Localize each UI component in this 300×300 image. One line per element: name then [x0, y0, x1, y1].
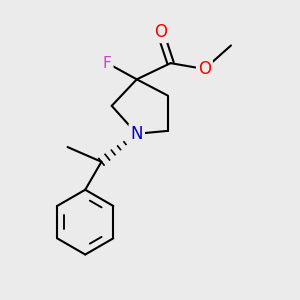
Text: O: O [198, 60, 211, 78]
Text: O: O [154, 23, 167, 41]
Text: F: F [103, 56, 112, 70]
Text: N: N [130, 125, 143, 143]
